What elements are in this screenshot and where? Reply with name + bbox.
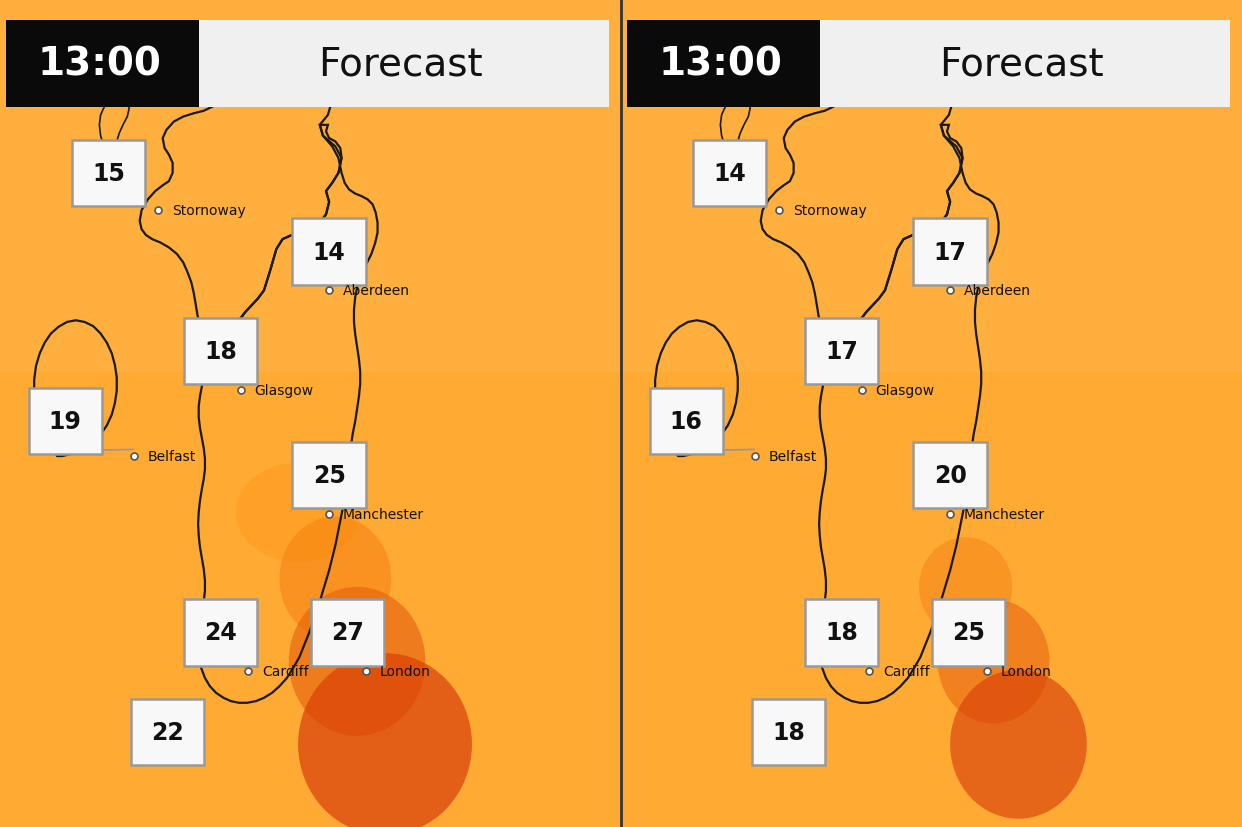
Polygon shape [780,761,814,764]
FancyBboxPatch shape [310,600,385,666]
Text: 18: 18 [204,340,237,363]
Bar [0,0,621,372]
Text: 18: 18 [773,720,805,743]
Text: Manchester: Manchester [343,508,424,521]
FancyBboxPatch shape [72,141,145,207]
Text: 17: 17 [825,340,858,363]
Text: Aberdeen: Aberdeen [343,284,410,298]
Polygon shape [318,504,340,508]
Text: Forecast: Forecast [318,45,483,83]
Text: Glasgow: Glasgow [876,384,935,397]
FancyBboxPatch shape [820,21,1230,108]
Text: London: London [380,665,431,678]
Text: 18: 18 [825,621,858,644]
FancyBboxPatch shape [751,699,825,765]
Text: Lerwick: Lerwick [298,21,350,35]
Polygon shape [832,380,862,384]
FancyBboxPatch shape [293,442,365,509]
Text: 14: 14 [713,162,746,185]
FancyBboxPatch shape [650,389,723,455]
Text: 13:00: 13:00 [37,45,161,83]
Polygon shape [102,203,143,204]
FancyBboxPatch shape [199,21,609,108]
Ellipse shape [288,587,425,736]
Text: Aberdeen: Aberdeen [964,284,1031,298]
Polygon shape [723,203,764,204]
FancyBboxPatch shape [805,600,878,666]
FancyBboxPatch shape [293,219,365,285]
Text: 17: 17 [934,241,966,264]
Polygon shape [318,281,340,284]
Text: Glasgow: Glasgow [255,384,314,397]
Polygon shape [833,662,869,665]
Text: Manchester: Manchester [964,508,1045,521]
Text: Lerwick: Lerwick [919,21,971,35]
FancyBboxPatch shape [29,389,102,455]
Ellipse shape [236,463,360,562]
Polygon shape [338,662,366,665]
Ellipse shape [279,517,391,641]
Ellipse shape [950,670,1087,819]
Polygon shape [959,662,987,665]
Text: Forecast: Forecast [939,45,1104,83]
Text: 27: 27 [332,621,364,644]
Text: Stornoway: Stornoway [171,204,246,218]
Text: 13:00: 13:00 [658,45,782,83]
Polygon shape [939,504,961,508]
Text: 25: 25 [953,621,985,644]
FancyBboxPatch shape [184,318,257,385]
FancyBboxPatch shape [913,442,986,509]
Text: London: London [1001,665,1052,678]
FancyBboxPatch shape [184,600,257,666]
Text: 25: 25 [313,464,345,487]
Text: 20: 20 [934,464,966,487]
Polygon shape [211,380,241,384]
Text: Belfast: Belfast [147,450,195,463]
FancyBboxPatch shape [693,141,766,207]
Text: Belfast: Belfast [768,450,816,463]
Polygon shape [159,761,193,764]
Text: 14: 14 [313,241,345,264]
FancyBboxPatch shape [132,699,204,765]
Ellipse shape [919,538,1012,637]
Text: Cardiff: Cardiff [883,665,930,678]
Text: 16: 16 [669,410,703,433]
Ellipse shape [938,600,1049,724]
FancyBboxPatch shape [913,219,986,285]
Polygon shape [939,281,961,284]
Polygon shape [682,450,755,451]
Text: 22: 22 [152,720,184,743]
Text: Stornoway: Stornoway [794,204,867,218]
FancyBboxPatch shape [932,600,1006,666]
Polygon shape [61,450,133,451]
Polygon shape [212,662,248,665]
Text: 24: 24 [204,621,237,644]
FancyBboxPatch shape [6,21,199,108]
Text: 19: 19 [48,410,82,433]
Bar [621,0,1242,372]
Text: Cardiff: Cardiff [262,665,309,678]
Ellipse shape [298,653,472,827]
FancyBboxPatch shape [805,318,878,385]
FancyBboxPatch shape [627,21,820,108]
Text: 15: 15 [92,162,125,185]
